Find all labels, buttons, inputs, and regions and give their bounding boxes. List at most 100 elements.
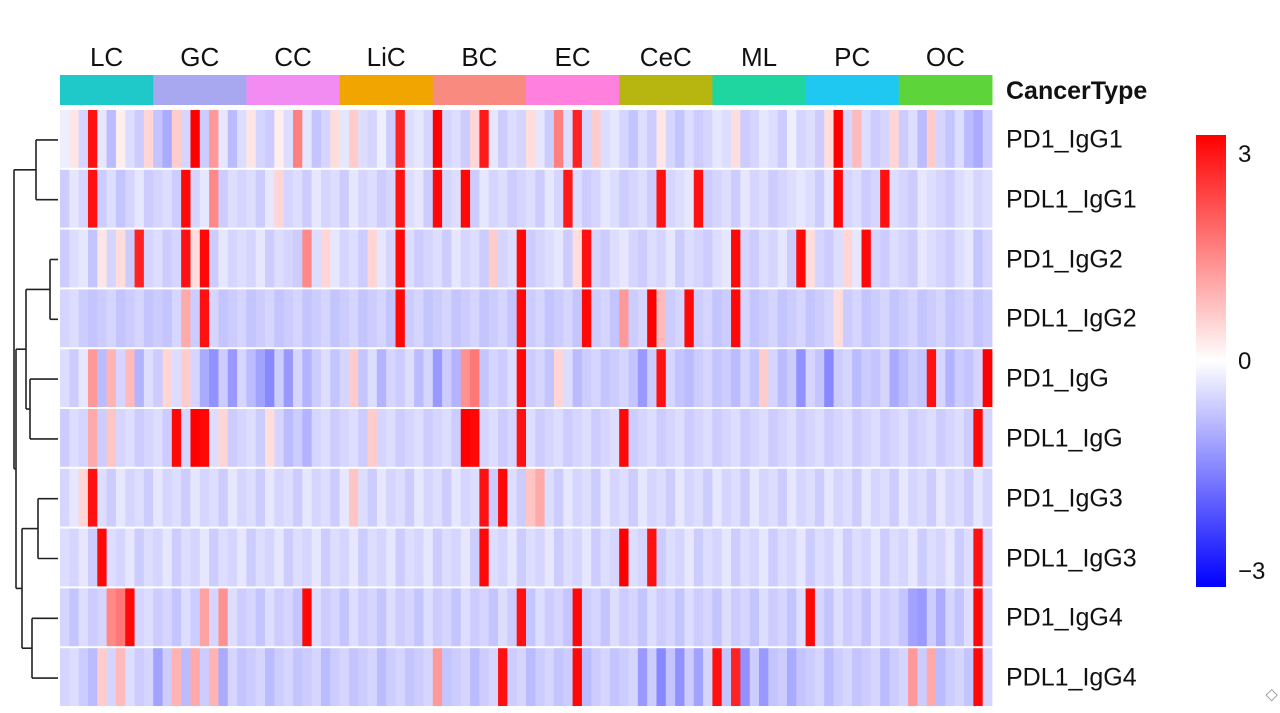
- heatmap-cell: [255, 169, 266, 228]
- heatmap-cell: [740, 289, 751, 348]
- heatmap-cell: [293, 349, 303, 407]
- heatmap-cell: [759, 588, 769, 647]
- heatmap-cell: [404, 349, 415, 407]
- cancer-type-label-lic: LiC: [366, 42, 406, 72]
- cancer-type-label-cec: CeC: [639, 42, 692, 72]
- heatmap-cell: [898, 229, 909, 288]
- heatmap-cell: [358, 648, 368, 706]
- heatmap-cell: [572, 588, 583, 647]
- heatmap-cell: [498, 229, 508, 288]
- heatmap-cell: [684, 349, 695, 407]
- heatmap-cell: [283, 468, 294, 527]
- heatmap-cell: [805, 349, 816, 407]
- heatmap-cell: [824, 349, 834, 407]
- heatmap-cell: [973, 588, 984, 647]
- heatmap-cell: [898, 468, 909, 527]
- heatmap-cell: [563, 588, 573, 647]
- heatmap-cell: [376, 409, 387, 467]
- heatmap-cell: [684, 528, 695, 587]
- heatmap-cell: [731, 229, 741, 288]
- annotation-segment-ml: [712, 75, 807, 105]
- heatmap-cell: [87, 229, 98, 288]
- heatmap-cell: [842, 528, 853, 587]
- heatmap-cell: [656, 409, 667, 467]
- heatmap-cell: [908, 409, 918, 467]
- heatmap-cell: [637, 169, 648, 228]
- heatmap-cell: [414, 349, 424, 407]
- heatmap-cell: [693, 349, 704, 407]
- heatmap-cell: [293, 229, 303, 288]
- heatmap-cell: [535, 229, 546, 288]
- heatmap-cell: [358, 110, 368, 168]
- heatmap-cell: [414, 289, 424, 348]
- heatmap-cell: [320, 528, 331, 587]
- heatmap-cell: [609, 289, 620, 348]
- heatmap-cell: [479, 468, 490, 527]
- heatmap-cell: [926, 110, 937, 168]
- heatmap-cell: [358, 289, 368, 348]
- heatmap-cell: [619, 169, 629, 228]
- heatmap-cell: [395, 289, 406, 348]
- heatmap-cell: [954, 528, 965, 587]
- heatmap-cell: [880, 289, 890, 348]
- heatmap-cell: [591, 588, 601, 647]
- heatmap-cell: [703, 648, 713, 706]
- heatmap-cell: [805, 468, 816, 527]
- heatmap-cell: [814, 349, 825, 407]
- heatmap-cell: [619, 468, 629, 527]
- heatmap-cell: [712, 409, 723, 467]
- color-legend-bar: [1196, 135, 1226, 587]
- heatmap-cell: [637, 289, 648, 348]
- heatmap-cell: [526, 169, 536, 228]
- heatmap-cell: [600, 648, 611, 706]
- heatmap-cell: [731, 349, 741, 407]
- heatmap-cell: [731, 528, 741, 587]
- heatmap-cell: [768, 229, 779, 288]
- heatmap-cell: [814, 528, 825, 587]
- heatmap-cell: [115, 349, 126, 407]
- heatmap-cell: [721, 409, 732, 467]
- heatmap-cell: [171, 289, 182, 348]
- heatmap-cell: [386, 528, 396, 587]
- heatmap-cell: [796, 588, 806, 647]
- heatmap-cell: [600, 110, 611, 168]
- heatmap-cell: [246, 588, 257, 647]
- heatmap-cell: [656, 229, 667, 288]
- heatmap-cell: [69, 409, 80, 467]
- heatmap-cell: [311, 169, 322, 228]
- heatmap-cell: [246, 409, 257, 467]
- heatmap-cell: [125, 229, 135, 288]
- heatmap-cell: [190, 169, 201, 228]
- heatmap-cell: [143, 229, 154, 288]
- heatmap-cell: [414, 588, 424, 647]
- heatmap-cell: [367, 528, 378, 587]
- heatmap-cell: [302, 588, 313, 647]
- heatmap-cell: [665, 289, 676, 348]
- heatmap-cell: [777, 349, 788, 407]
- heatmap-cell: [181, 349, 191, 407]
- heatmap-cell: [926, 229, 937, 288]
- heatmap-cell: [451, 289, 462, 348]
- heatmap-cell: [926, 468, 937, 527]
- heatmap-cell: [199, 409, 210, 467]
- heatmap-cell: [516, 169, 527, 228]
- heatmap-cell: [796, 110, 806, 168]
- heatmap-cell: [209, 648, 219, 706]
- heatmap-cell: [442, 468, 452, 527]
- heatmap-cell: [134, 229, 145, 288]
- heatmap-cell: [824, 289, 834, 348]
- heatmap-cell: [125, 588, 135, 647]
- heatmap-cell: [777, 648, 788, 706]
- heatmap-cell: [376, 110, 387, 168]
- legend-mid-label: 0: [1238, 348, 1252, 375]
- heatmap-cell: [628, 468, 639, 527]
- heatmap-cell: [665, 169, 676, 228]
- heatmap-cell: [265, 409, 275, 467]
- heatmap-cell: [498, 169, 508, 228]
- heatmap-cell: [740, 468, 751, 527]
- heatmap-cell: [647, 528, 657, 587]
- heatmap-cell: [637, 588, 648, 647]
- heatmap-cell: [945, 468, 956, 527]
- heatmap-cell: [97, 229, 107, 288]
- heatmap-cell: [69, 169, 80, 228]
